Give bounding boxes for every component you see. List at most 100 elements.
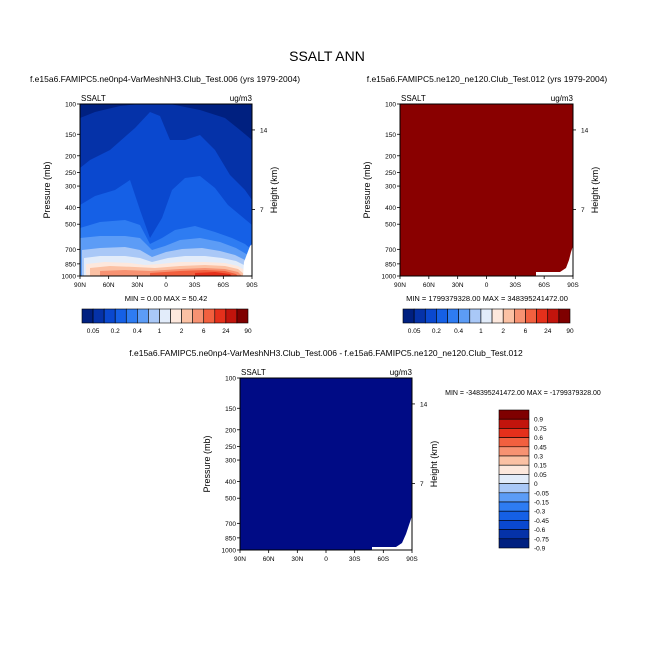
colorbar-swatch [81, 308, 94, 324]
colorbar-label: 0.05 [408, 328, 421, 335]
colorbar-swatch [525, 308, 537, 324]
colorbar-label: 0.3 [534, 454, 543, 461]
units-label: ug/m3 [390, 368, 413, 377]
panel-stats: MIN = 1799379328.00 MAX = 348395241472.0… [406, 294, 568, 303]
x-tick-label: 90N [74, 282, 86, 289]
colorbar-swatch [480, 308, 493, 324]
y-tick-label: 100 [385, 102, 396, 109]
y-tick-label: 1000 [62, 274, 77, 281]
y-tick-label: 250 [385, 170, 396, 177]
colorbar-label: 0.05 [87, 328, 100, 335]
colorbar-swatch [491, 308, 504, 324]
y-tick-label: 150 [65, 132, 76, 139]
panel-title: f.e15a6.FAMIPC5.ne120_ne120.Club_Test.01… [367, 74, 608, 84]
y-tick-label: 200 [65, 153, 76, 160]
colorbar-swatch [103, 308, 116, 324]
colorbar-swatch [498, 418, 530, 429]
y-tick-label: 200 [225, 427, 236, 434]
y-tick-label: 850 [385, 261, 396, 268]
colorbar-swatch [236, 308, 249, 324]
x-tick-label: 30S [189, 282, 201, 289]
y-right-axis-label: Height (km) [590, 167, 600, 214]
y-right-tick-label: 7 [581, 207, 585, 214]
colorbar-label: 2 [180, 328, 184, 335]
panel-title: f.e15a6.FAMIPC5.ne0np4-VarMeshNH3.Club_T… [30, 74, 300, 84]
colorbar-label: 1 [479, 328, 483, 335]
figure-title: SSALT ANN [289, 48, 365, 64]
y-tick-label: 400 [385, 205, 396, 212]
panel-stats: MIN = -348395241472.00 MAX = -1799379328… [445, 390, 601, 397]
colorbar-label: 24 [222, 328, 230, 335]
colorbar-label: -0.6 [534, 527, 546, 534]
colorbar-label: 90 [244, 328, 252, 335]
y-tick-label: 150 [225, 406, 236, 413]
y-axis-label: Pressure (mb) [362, 161, 372, 218]
colorbar-label: 0.05 [534, 472, 547, 479]
colorbar-label: 0.4 [133, 328, 142, 335]
colorbar-label: 0.9 [534, 417, 543, 424]
y-tick-label: 400 [225, 479, 236, 486]
x-tick-label: 0 [485, 282, 489, 289]
x-tick-label: 90S [406, 556, 418, 563]
contour-field [400, 104, 573, 276]
y-right-tick-label: 14 [260, 127, 268, 134]
y-tick-label: 700 [225, 521, 236, 528]
y-right-tick-label: 7 [420, 481, 424, 488]
contour-field [240, 378, 412, 550]
colorbar-label: -0.9 [534, 546, 546, 553]
colorbar-swatch [498, 464, 530, 475]
x-tick-label: 90N [394, 282, 406, 289]
colorbar-label: -0.45 [534, 518, 549, 525]
colorbar-label: -0.3 [534, 509, 546, 516]
panel-right: f.e15a6.FAMIPC5.ne120_ne120.Club_Test.01… [362, 74, 607, 335]
x-tick-label: 30N [452, 282, 464, 289]
y-right-tick-label: 14 [581, 127, 589, 134]
x-tick-label: 30S [349, 556, 361, 563]
y-tick-label: 150 [385, 132, 396, 139]
colorbar-swatch [498, 437, 530, 448]
colorbar-swatch [498, 483, 530, 494]
colorbar-swatch [402, 308, 415, 324]
y-tick-label: 700 [65, 247, 76, 254]
x-tick-label: 60S [378, 556, 390, 563]
y-tick-label: 1000 [222, 548, 237, 555]
variable-label: SSALT [241, 368, 266, 377]
colorbar-label: 0.6 [534, 435, 543, 442]
colorbar-label: -0.15 [534, 500, 549, 507]
y-tick-label: 700 [385, 247, 396, 254]
panel-difference: f.e15a6.FAMIPC5.ne0np4-VarMeshNH3.Club_T… [129, 348, 601, 563]
colorbar-swatch [137, 308, 149, 324]
colorbar-label: 0.45 [534, 444, 547, 451]
topography-mask [536, 246, 573, 276]
colorbar-swatch [498, 446, 530, 457]
y-tick-label: 1000 [382, 274, 397, 281]
colorbar-label: -0.05 [534, 490, 549, 497]
colorbar-label: 0.2 [432, 328, 441, 335]
colorbar-swatch [514, 308, 526, 324]
x-tick-label: 90N [234, 556, 246, 563]
colorbar-swatch [424, 308, 437, 324]
colorbar-swatch [413, 308, 426, 324]
y-tick-label: 300 [225, 458, 236, 465]
colorbar-swatch [92, 308, 105, 324]
colorbar-swatch [498, 538, 530, 549]
colorbar-swatch [181, 308, 193, 324]
y-tick-label: 500 [385, 222, 396, 229]
y-axis-label: Pressure (mb) [202, 435, 212, 492]
colorbar-swatch [502, 308, 515, 324]
colorbar-swatch [148, 308, 160, 324]
y-tick-label: 250 [65, 170, 76, 177]
colorbar-label: 0.2 [111, 328, 120, 335]
y-right-axis-label: Height (km) [269, 167, 279, 214]
colorbar-label: 6 [524, 328, 528, 335]
colorbar-swatch [498, 428, 530, 438]
panel-title: f.e15a6.FAMIPC5.ne0np4-VarMeshNH3.Club_T… [129, 348, 523, 358]
y-right-tick-label: 14 [420, 401, 428, 408]
y-tick-label: 300 [385, 184, 396, 191]
x-tick-label: 30N [291, 556, 303, 563]
y-axis-label: Pressure (mb) [42, 161, 52, 218]
x-tick-label: 90S [246, 282, 258, 289]
contour-level [195, 272, 232, 276]
colorbar-swatch [469, 308, 482, 324]
colorbar-swatch [498, 510, 530, 521]
